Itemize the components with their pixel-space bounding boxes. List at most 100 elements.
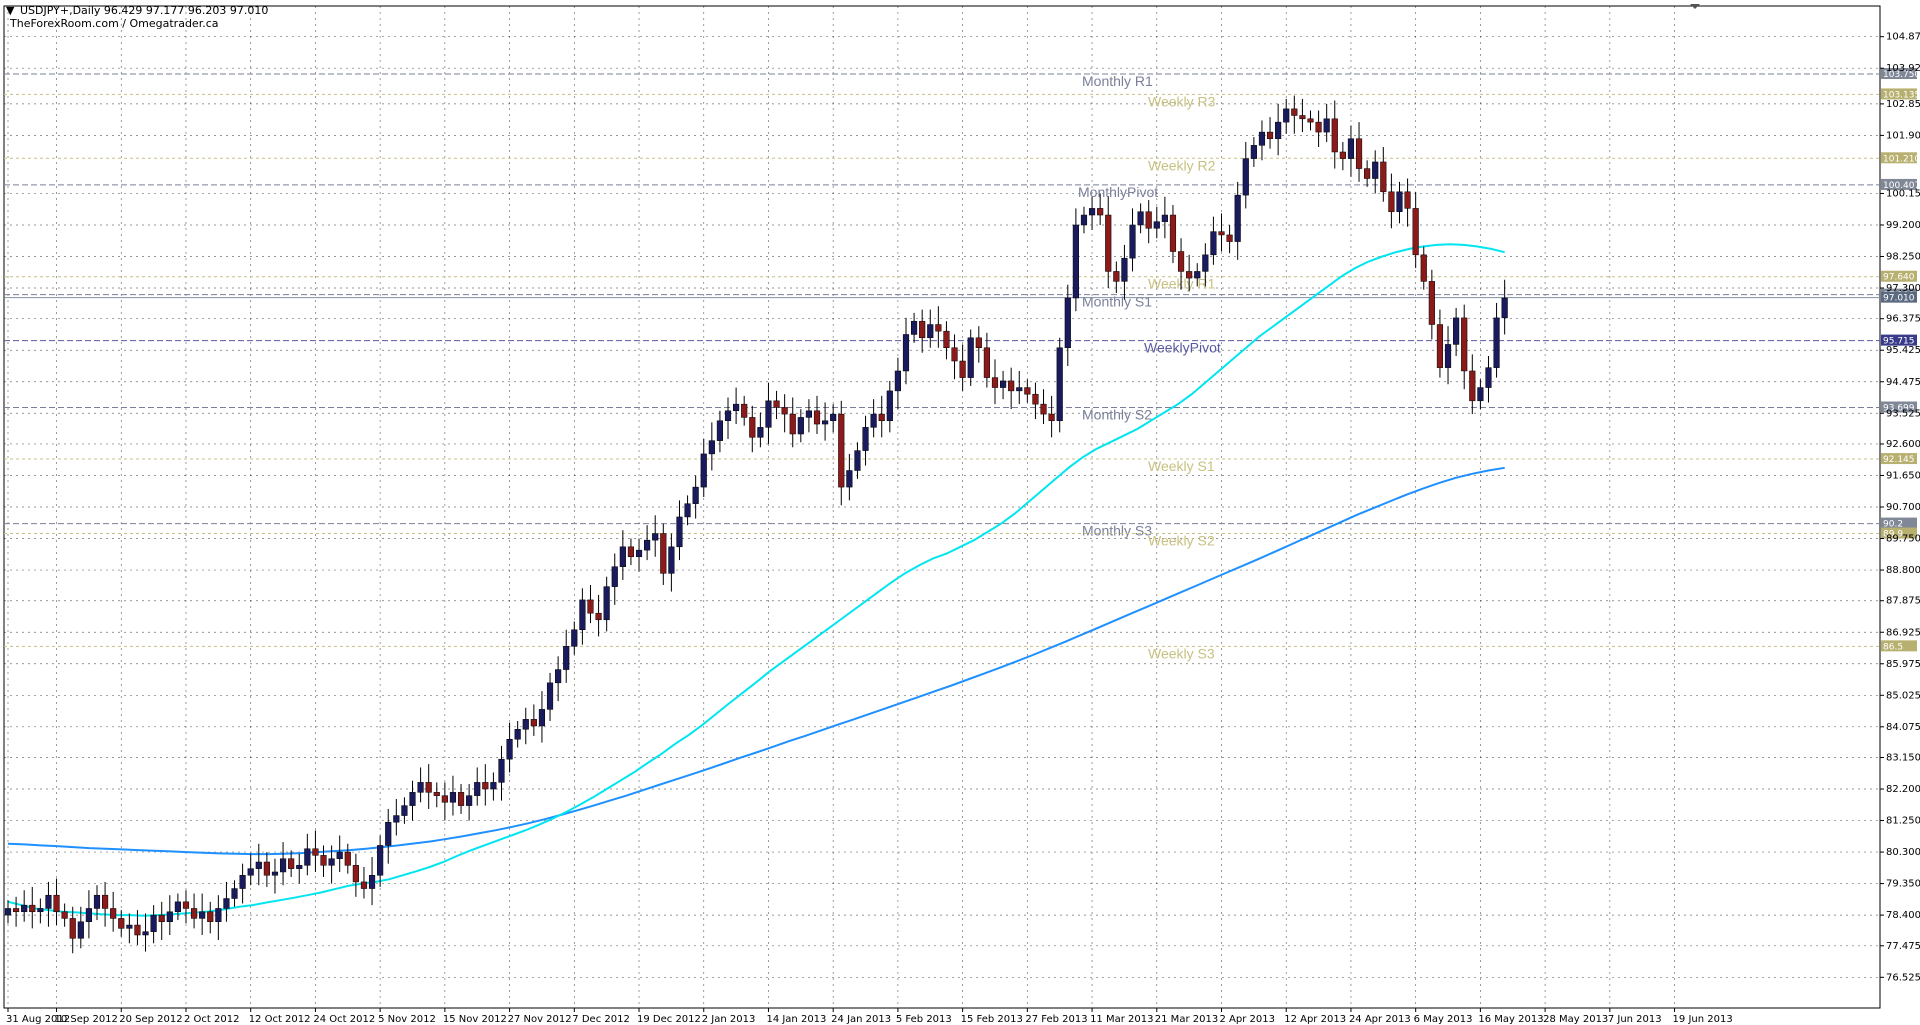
candle-body <box>441 795 448 803</box>
y-tick-label: 97.300 <box>1886 283 1920 294</box>
candle-body <box>1226 234 1233 242</box>
y-tick-label: 104.875 <box>1886 32 1920 43</box>
level-label: Monthly S1 <box>1082 294 1152 310</box>
level-price-badge-text: 103.750 <box>1883 70 1920 80</box>
candle-body <box>158 914 165 922</box>
candle-body <box>522 719 529 730</box>
level-price-badge <box>1881 640 1917 652</box>
candle-body <box>150 914 157 932</box>
level-price-badge <box>1881 334 1917 346</box>
candle-body <box>385 821 392 846</box>
candle-body <box>1210 231 1217 256</box>
candle-body <box>611 566 618 587</box>
candle-body <box>1258 131 1266 146</box>
x-tick-label: 2 Apr 2013 <box>1220 1014 1275 1025</box>
x-tick-label: 5 Feb 2013 <box>896 1014 952 1025</box>
candle-body <box>134 924 141 936</box>
level-price-badge-text: 86.5 <box>1883 642 1903 652</box>
y-tick-label: 85.975 <box>1886 659 1920 670</box>
candle-body <box>1469 370 1476 402</box>
candle-body <box>199 911 206 919</box>
current-price-badge <box>1881 291 1917 303</box>
y-tick-label: 87.875 <box>1886 596 1920 607</box>
candle-body <box>279 858 287 873</box>
candle-body <box>21 904 28 913</box>
candle-body <box>1396 191 1403 212</box>
candle-body <box>1080 214 1088 226</box>
candle-body <box>1242 158 1249 196</box>
candle-body <box>1105 214 1112 272</box>
candle-body <box>603 586 610 621</box>
candle-body <box>61 911 68 919</box>
candle-body <box>482 782 489 790</box>
candle-body <box>474 782 481 796</box>
candle-body <box>1436 324 1444 368</box>
level-price-badge-text: 89.9 <box>1883 530 1903 540</box>
candle-body <box>514 729 521 740</box>
x-tick-label: 19 Jun 2013 <box>1673 1014 1733 1025</box>
candle-body <box>635 549 643 558</box>
x-tick-label: 24 Oct 2012 <box>313 1014 375 1025</box>
candle-body <box>1266 131 1274 139</box>
current-price-badge-text: 97.010 <box>1883 294 1915 304</box>
candle-body <box>271 871 279 876</box>
candle-body <box>684 503 691 518</box>
candle-body <box>377 845 384 876</box>
candle-body <box>45 894 52 909</box>
candle-body <box>1461 317 1468 372</box>
y-tick-label: 102.850 <box>1886 99 1920 110</box>
candle-body <box>85 908 92 922</box>
x-tick-label: 19 Dec 2012 <box>637 1014 701 1025</box>
x-tick-label: 2 Oct 2012 <box>184 1014 239 1025</box>
candles-layer <box>4 95 1508 954</box>
y-tick-label: 83.150 <box>1886 753 1920 764</box>
candle-body <box>1048 413 1055 421</box>
candle-body <box>296 865 303 869</box>
candle-body <box>166 911 173 922</box>
candle-body <box>1008 380 1015 392</box>
x-tick-label: 12 Oct 2012 <box>249 1014 311 1025</box>
candle-body <box>530 719 537 727</box>
candle-body <box>417 782 424 793</box>
candle-body <box>951 347 958 362</box>
level-label: Weekly S1 <box>1148 458 1215 474</box>
x-tick-label: 31 Aug 2012 <box>6 1014 70 1025</box>
level-price-badge <box>1881 527 1917 539</box>
pivot-levels-layer: Monthly R1 103.750 Weekly R3 103.135 Weekly … <box>4 68 1920 661</box>
x-tick-label: 11 Mar 2013 <box>1090 1014 1153 1025</box>
candle-body <box>506 739 513 760</box>
candle-body <box>118 918 125 929</box>
candle-body <box>247 868 254 876</box>
candle-body <box>1339 151 1346 159</box>
x-tick-label: 27 Feb 2013 <box>1025 1014 1087 1025</box>
y-tick-label: 90.700 <box>1886 502 1920 513</box>
candle-body <box>110 908 117 919</box>
candle-body <box>263 861 270 876</box>
level-label: Monthly S2 <box>1082 406 1152 422</box>
y-tick-label: 99.200 <box>1886 220 1920 231</box>
candle-body <box>1291 108 1298 116</box>
candle-body <box>401 805 408 816</box>
candle-body <box>619 546 626 567</box>
candle-body <box>29 904 36 913</box>
candle-body <box>563 646 570 670</box>
y-tick-label: 85.025 <box>1886 690 1920 701</box>
candle-body <box>668 546 675 574</box>
candle-body <box>466 795 473 806</box>
candle-body <box>490 782 497 790</box>
moving-averages-layer <box>7 243 1505 917</box>
candle-body <box>1121 257 1128 282</box>
chart-header-arrow-icon[interactable]: ▼ <box>6 4 15 17</box>
level-price-badge-text: 93.699 <box>1883 403 1915 413</box>
candle-body <box>959 360 966 378</box>
level-label: Monthly S3 <box>1082 523 1152 539</box>
shift-marker-icon[interactable] <box>1690 4 1700 9</box>
level-label: Weekly S3 <box>1148 645 1215 661</box>
candle-body <box>781 407 788 415</box>
candle-body <box>555 669 562 684</box>
x-tick-label: 10 Sep 2012 <box>55 1014 118 1025</box>
y-tick-label: 81.250 <box>1886 816 1920 827</box>
